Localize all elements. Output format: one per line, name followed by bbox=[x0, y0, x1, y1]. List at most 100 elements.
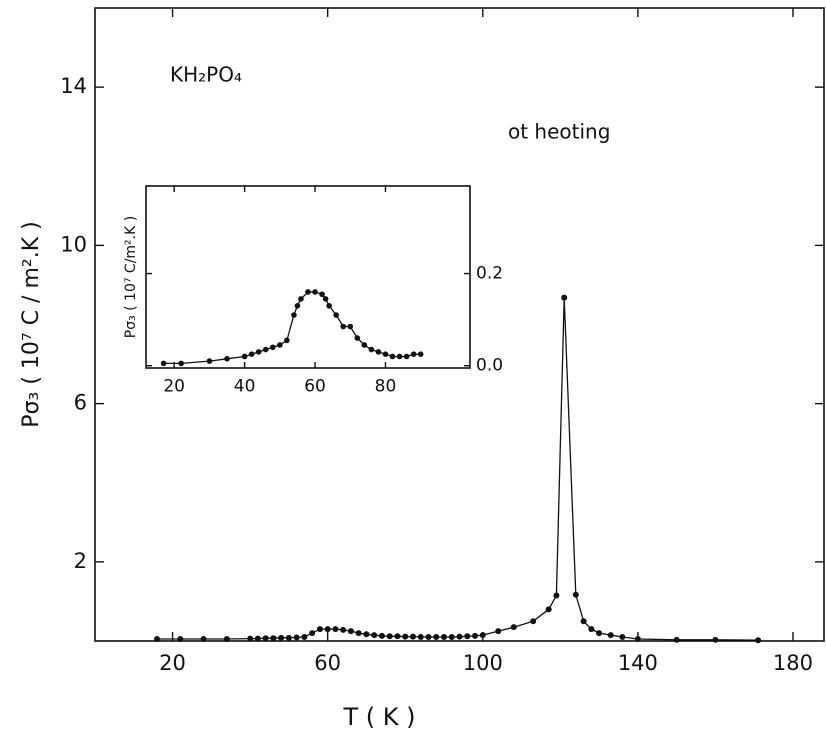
x-tick-label: 20 bbox=[159, 651, 186, 675]
data-point bbox=[254, 635, 261, 642]
data-point bbox=[340, 626, 347, 633]
data-point bbox=[332, 626, 339, 633]
data-point bbox=[326, 302, 332, 309]
data-point bbox=[553, 592, 560, 599]
data-point bbox=[340, 323, 347, 330]
data-point bbox=[160, 360, 167, 367]
y-tick-label: 0.0 bbox=[476, 356, 503, 376]
data-point bbox=[712, 636, 719, 643]
data-point bbox=[371, 632, 378, 639]
data-point bbox=[456, 633, 463, 640]
x-tick-label: 20 bbox=[163, 377, 185, 397]
data-point bbox=[284, 337, 290, 344]
data-point bbox=[248, 351, 255, 357]
annotation: KH₂PO₄ bbox=[170, 63, 242, 87]
data-point bbox=[363, 631, 370, 638]
y-tick-label: 2 bbox=[74, 549, 87, 573]
x-tick-label: 140 bbox=[618, 651, 658, 675]
data-point bbox=[305, 289, 311, 295]
data-point bbox=[417, 634, 424, 641]
x-tick-label: 60 bbox=[304, 377, 326, 397]
data-point bbox=[382, 351, 389, 357]
data-point bbox=[278, 634, 285, 641]
annotation: ot heoting bbox=[508, 120, 610, 144]
data-line bbox=[157, 297, 759, 641]
data-point bbox=[464, 633, 471, 640]
plot-frame bbox=[145, 185, 471, 369]
y-axis-label: Pσ₃ ( 10⁷ C / m².K ) bbox=[19, 221, 44, 427]
data-point bbox=[255, 349, 262, 355]
data-point bbox=[241, 353, 248, 360]
data-point bbox=[375, 349, 382, 355]
x-tick-label: 60 bbox=[314, 651, 341, 675]
data-point bbox=[269, 344, 276, 351]
data-point bbox=[270, 635, 277, 642]
data-point bbox=[154, 636, 161, 643]
x-axis-label: T ( K ) bbox=[342, 703, 415, 731]
data-point bbox=[223, 636, 230, 643]
data-point bbox=[324, 626, 331, 633]
data-point bbox=[247, 635, 254, 642]
data-point bbox=[177, 636, 184, 643]
data-point bbox=[634, 636, 641, 643]
data-point bbox=[224, 355, 230, 362]
data-point bbox=[285, 634, 292, 641]
data-point bbox=[333, 312, 339, 318]
data-point bbox=[354, 335, 361, 341]
data-point bbox=[347, 323, 354, 330]
data-point bbox=[588, 626, 595, 633]
data-point bbox=[378, 632, 385, 639]
data-point bbox=[596, 630, 603, 637]
data-point bbox=[394, 633, 401, 640]
data-point bbox=[402, 633, 409, 640]
data-point bbox=[389, 353, 396, 360]
data-point bbox=[361, 342, 368, 348]
data-line bbox=[163, 291, 421, 365]
data-point bbox=[277, 342, 283, 348]
data-point bbox=[440, 634, 447, 641]
x-tick-label: 40 bbox=[234, 377, 256, 397]
data-point bbox=[316, 626, 323, 633]
data-point bbox=[472, 632, 479, 639]
data-point bbox=[312, 289, 318, 295]
data-point bbox=[409, 633, 416, 640]
data-point bbox=[293, 634, 300, 641]
data-point bbox=[510, 624, 517, 631]
data-point bbox=[347, 628, 354, 635]
y-tick-label: 10 bbox=[60, 232, 87, 256]
data-point bbox=[200, 636, 207, 643]
data-point bbox=[755, 637, 762, 644]
data-point bbox=[206, 358, 213, 364]
data-point bbox=[403, 353, 410, 360]
data-point bbox=[309, 630, 316, 637]
data-point bbox=[319, 291, 325, 298]
y-tick-label: 0.2 bbox=[476, 264, 503, 284]
y-tick-label: 6 bbox=[74, 391, 87, 415]
x-tick-label: 80 bbox=[375, 377, 397, 397]
x-tick-label: 180 bbox=[773, 651, 813, 675]
data-point bbox=[433, 634, 440, 641]
data-point bbox=[322, 296, 329, 302]
data-point bbox=[572, 591, 579, 598]
data-point bbox=[619, 634, 626, 641]
data-point bbox=[178, 360, 185, 367]
data-point bbox=[417, 351, 424, 357]
data-point bbox=[479, 632, 486, 639]
data-point bbox=[495, 628, 502, 635]
data-point bbox=[425, 634, 432, 641]
y-axis-label: Pσ₃ ( 10⁷ C/m².K ) bbox=[123, 216, 139, 338]
data-point bbox=[673, 636, 680, 643]
data-point bbox=[262, 346, 269, 353]
data-point bbox=[448, 634, 455, 641]
data-point bbox=[298, 296, 304, 302]
x-tick-label: 100 bbox=[463, 651, 503, 675]
data-point bbox=[301, 634, 308, 641]
data-point bbox=[396, 353, 403, 360]
data-point bbox=[561, 294, 568, 301]
data-point bbox=[291, 312, 297, 318]
data-point bbox=[410, 351, 417, 357]
data-point bbox=[368, 346, 375, 353]
data-point bbox=[262, 635, 269, 642]
data-point bbox=[580, 618, 587, 625]
